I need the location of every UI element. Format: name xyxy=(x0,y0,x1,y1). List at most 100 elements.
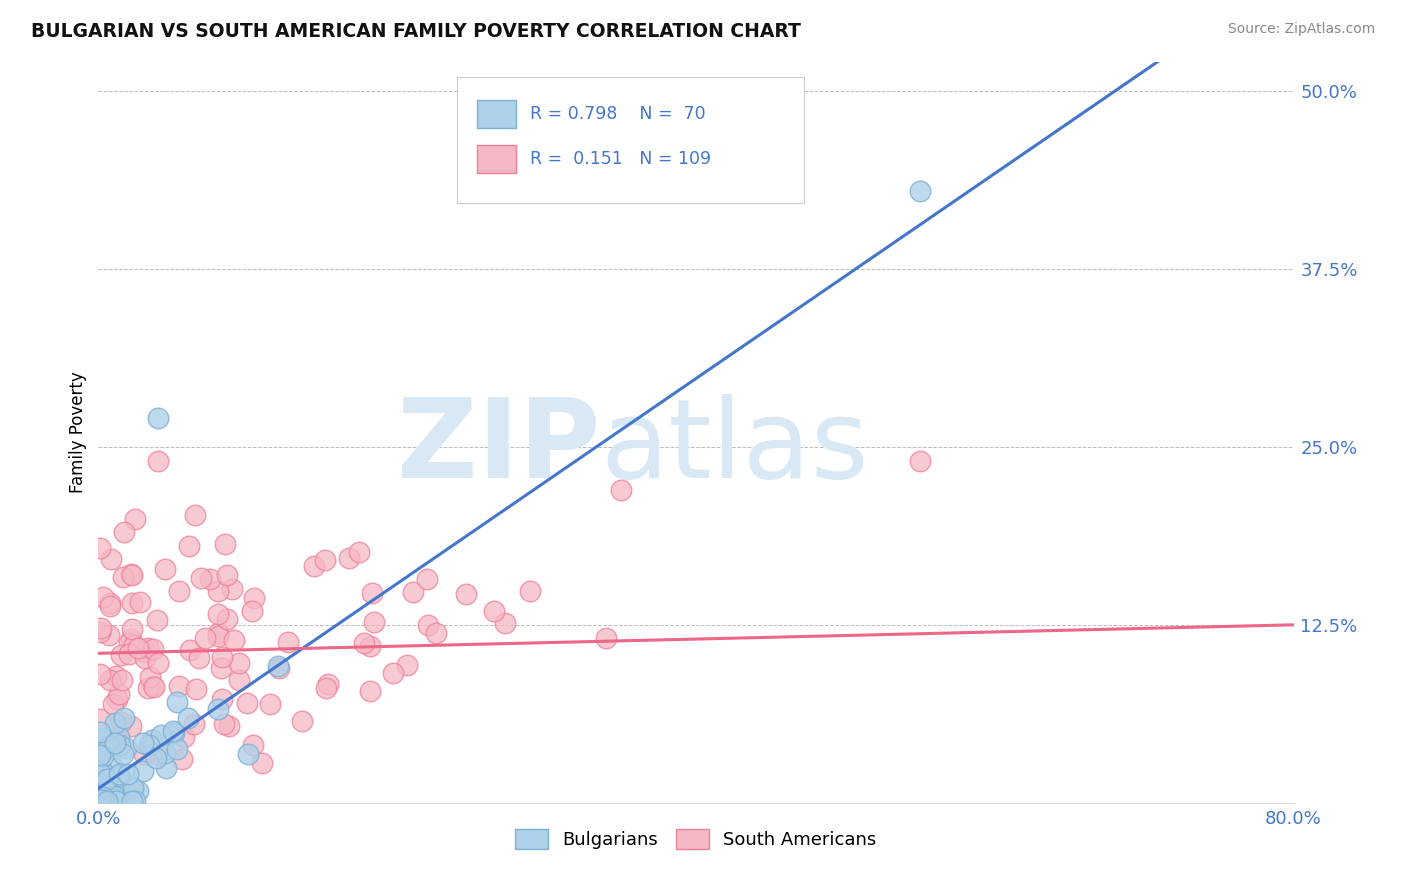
Point xyxy=(360,586,382,600)
Point xyxy=(90,731,112,745)
Text: R =  0.151   N = 109: R = 0.151 N = 109 xyxy=(530,150,711,168)
Point xyxy=(314,553,336,567)
Point xyxy=(103,789,125,803)
Point xyxy=(136,640,159,655)
Point xyxy=(89,769,111,783)
Point xyxy=(610,483,633,497)
Point xyxy=(145,614,167,628)
Point xyxy=(111,747,134,761)
Point xyxy=(456,587,478,601)
Point xyxy=(120,632,142,647)
Point xyxy=(207,702,229,716)
Point xyxy=(162,724,184,739)
Point xyxy=(124,794,146,808)
Point xyxy=(100,552,122,566)
Point xyxy=(207,626,229,640)
Point xyxy=(93,789,115,803)
Point xyxy=(259,697,281,711)
Point xyxy=(138,738,160,752)
Point xyxy=(173,730,195,744)
FancyBboxPatch shape xyxy=(477,100,516,128)
Point xyxy=(96,784,118,798)
Point xyxy=(228,657,250,671)
Point xyxy=(184,508,207,522)
Point xyxy=(363,615,385,629)
Point xyxy=(132,736,155,750)
Point xyxy=(89,666,111,681)
Point xyxy=(100,794,122,808)
Point xyxy=(91,766,114,780)
Point xyxy=(121,596,143,610)
Point xyxy=(153,747,176,761)
Text: BULGARIAN VS SOUTH AMERICAN FAMILY POVERTY CORRELATION CHART: BULGARIAN VS SOUTH AMERICAN FAMILY POVER… xyxy=(31,22,801,41)
Point xyxy=(425,626,447,640)
Point xyxy=(190,571,212,585)
Point xyxy=(105,794,128,808)
Point xyxy=(217,612,239,626)
Point xyxy=(101,759,124,773)
Point xyxy=(96,779,118,793)
Point xyxy=(97,739,120,753)
Point xyxy=(222,633,245,648)
Point xyxy=(402,584,425,599)
Point xyxy=(167,584,190,599)
Point xyxy=(90,794,112,808)
Point xyxy=(122,638,145,652)
Point xyxy=(105,692,128,706)
Point xyxy=(89,624,111,639)
Point xyxy=(494,615,516,630)
Point xyxy=(359,639,381,653)
Point xyxy=(121,567,143,582)
Point xyxy=(146,657,169,671)
Point xyxy=(221,582,243,597)
Point xyxy=(97,628,120,642)
Point xyxy=(96,793,118,807)
Point xyxy=(89,794,111,808)
Point xyxy=(169,680,191,694)
Point xyxy=(207,607,229,621)
Point xyxy=(110,648,132,662)
Point xyxy=(105,669,128,683)
Point xyxy=(179,642,201,657)
Point xyxy=(170,752,193,766)
Point xyxy=(142,681,165,695)
Point xyxy=(94,794,117,808)
Point xyxy=(177,539,200,553)
Point xyxy=(418,618,440,632)
Point xyxy=(595,632,617,646)
Point xyxy=(209,661,232,675)
Point xyxy=(396,658,419,673)
Point xyxy=(91,793,114,807)
Point xyxy=(89,744,111,758)
Point xyxy=(91,749,114,764)
Text: ZIP: ZIP xyxy=(396,394,600,501)
Point xyxy=(98,596,121,610)
Point xyxy=(93,765,115,780)
Point xyxy=(91,744,114,758)
Legend: Bulgarians, South Americans: Bulgarians, South Americans xyxy=(509,822,883,856)
Point xyxy=(129,595,152,609)
Point xyxy=(269,661,291,675)
Point xyxy=(277,634,299,648)
Y-axis label: Family Poverty: Family Poverty xyxy=(69,372,87,493)
Point xyxy=(146,747,169,761)
Point xyxy=(91,794,114,808)
Point xyxy=(94,794,117,808)
Point xyxy=(134,645,156,659)
Point xyxy=(337,551,360,566)
Point xyxy=(290,714,312,728)
Point xyxy=(315,681,337,696)
Point xyxy=(211,649,233,664)
Point xyxy=(89,747,111,762)
Point xyxy=(150,728,173,742)
Point xyxy=(122,780,145,795)
Point xyxy=(353,636,375,650)
Point xyxy=(127,641,149,656)
Point xyxy=(252,756,274,770)
Point xyxy=(120,566,142,581)
FancyBboxPatch shape xyxy=(457,78,804,203)
Point xyxy=(118,636,141,650)
Point xyxy=(98,673,121,687)
Point xyxy=(96,772,118,787)
Point xyxy=(89,724,111,739)
